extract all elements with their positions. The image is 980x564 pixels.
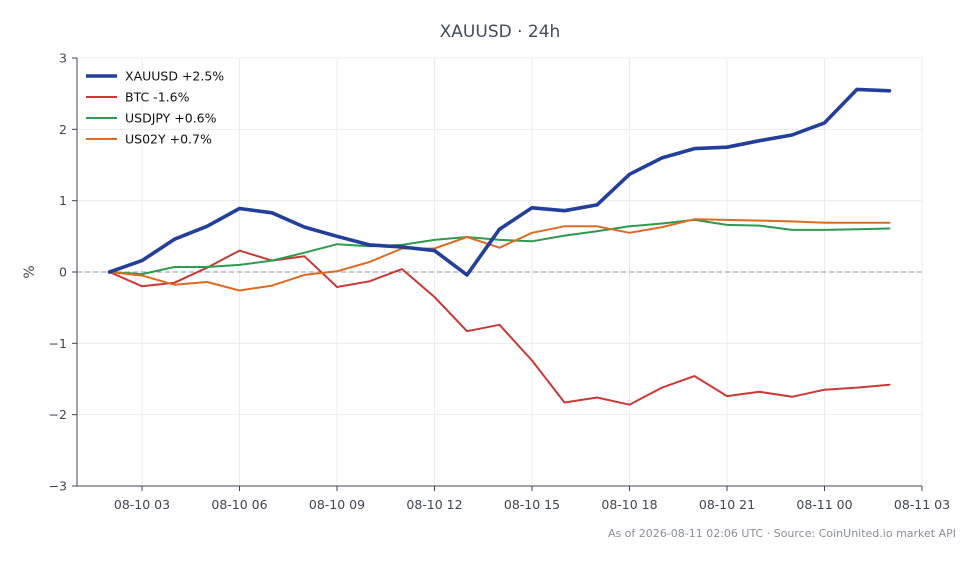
x-tick-label: 08-10 12 bbox=[406, 497, 462, 512]
x-tick-label: 08-10 06 bbox=[211, 497, 267, 512]
legend: XAUUSD +2.5% BTC -1.6% USDJPY +0.6% US02Y +… bbox=[86, 69, 224, 147]
y-axis-label: % bbox=[22, 265, 38, 278]
y-ticks: −3 −2 −1 0 1 2 3 bbox=[49, 51, 77, 494]
chart-title: XAUUSD · 24h bbox=[440, 22, 561, 42]
x-tick-label: 08-11 00 bbox=[796, 497, 852, 512]
y-tick-label: 3 bbox=[59, 51, 67, 66]
x-tick-label: 08-10 18 bbox=[601, 497, 657, 512]
y-tick-label: 1 bbox=[59, 193, 67, 208]
x-tick-label: 08-11 03 bbox=[894, 497, 950, 512]
x-tick-label: 08-10 09 bbox=[309, 497, 365, 512]
y-tick-label: −1 bbox=[49, 336, 67, 351]
series-line-us02y bbox=[108, 218, 891, 292]
y-tick-label: −2 bbox=[49, 407, 67, 422]
legend-label: XAUUSD +2.5% bbox=[125, 69, 224, 84]
y-tick-label: 2 bbox=[59, 122, 67, 137]
legend-label: USDJPY +0.6% bbox=[125, 111, 217, 126]
series-group bbox=[107, 87, 892, 406]
legend-label: US02Y +0.7% bbox=[125, 132, 212, 147]
legend-label: BTC -1.6% bbox=[125, 90, 190, 105]
x-ticks: 08-10 03 08-10 06 08-10 09 08-10 12 08-10 15… bbox=[114, 486, 950, 512]
series-line-xauusd bbox=[107, 87, 892, 277]
series-line-usdjpy bbox=[108, 218, 891, 276]
y-tick-label: 0 bbox=[59, 265, 67, 280]
x-tick-label: 08-10 03 bbox=[114, 497, 170, 512]
x-tick-label: 08-10 21 bbox=[699, 497, 755, 512]
y-tick-label: −3 bbox=[49, 479, 67, 494]
footer-note: As of 2026-08-11 02:06 UTC · Source: Coi… bbox=[608, 527, 956, 540]
series-line-btc bbox=[108, 249, 891, 406]
x-tick-label: 08-10 15 bbox=[504, 497, 560, 512]
